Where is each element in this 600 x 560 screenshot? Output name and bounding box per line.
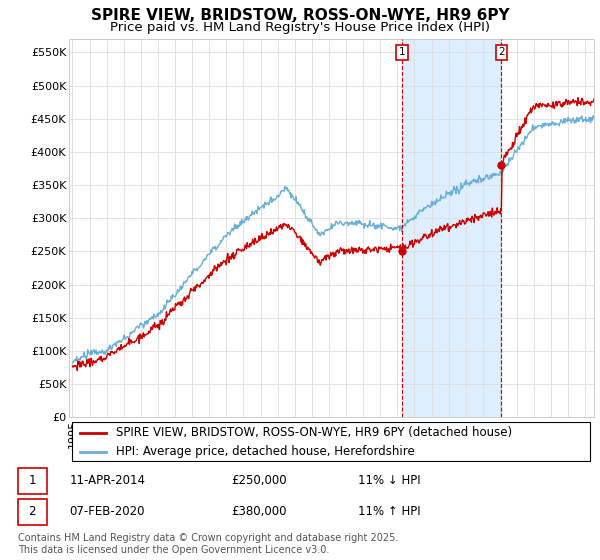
Text: 07-FEB-2020: 07-FEB-2020 — [70, 505, 145, 519]
Text: £380,000: £380,000 — [231, 505, 286, 519]
Text: SPIRE VIEW, BRIDSTOW, ROSS-ON-WYE, HR9 6PY: SPIRE VIEW, BRIDSTOW, ROSS-ON-WYE, HR9 6… — [91, 8, 509, 24]
FancyBboxPatch shape — [71, 422, 590, 461]
Text: 1: 1 — [398, 48, 405, 58]
Text: 2: 2 — [498, 48, 505, 58]
Text: 1: 1 — [28, 474, 36, 487]
Text: 2: 2 — [28, 505, 36, 519]
Text: 11% ↑ HPI: 11% ↑ HPI — [358, 505, 420, 519]
Text: 11-APR-2014: 11-APR-2014 — [70, 474, 146, 487]
Text: HPI: Average price, detached house, Herefordshire: HPI: Average price, detached house, Here… — [116, 445, 415, 459]
Text: Contains HM Land Registry data © Crown copyright and database right 2025.
This d: Contains HM Land Registry data © Crown c… — [18, 533, 398, 555]
Text: 11% ↓ HPI: 11% ↓ HPI — [358, 474, 420, 487]
Text: SPIRE VIEW, BRIDSTOW, ROSS-ON-WYE, HR9 6PY (detached house): SPIRE VIEW, BRIDSTOW, ROSS-ON-WYE, HR9 6… — [116, 427, 512, 440]
FancyBboxPatch shape — [18, 499, 47, 525]
Text: Price paid vs. HM Land Registry's House Price Index (HPI): Price paid vs. HM Land Registry's House … — [110, 21, 490, 34]
Bar — [402, 39, 502, 417]
FancyBboxPatch shape — [18, 468, 47, 494]
Text: £250,000: £250,000 — [231, 474, 287, 487]
